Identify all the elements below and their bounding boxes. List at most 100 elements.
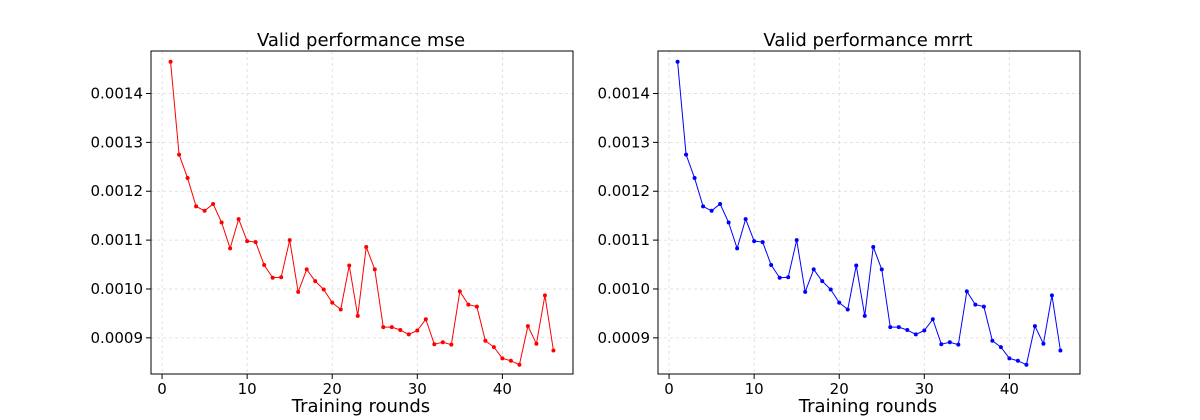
data-point xyxy=(743,217,748,222)
data-point xyxy=(415,328,420,333)
data-point xyxy=(168,59,173,64)
data-point xyxy=(981,304,986,309)
chart-title: Valid performance mrrt xyxy=(763,30,972,51)
data-point xyxy=(364,244,369,249)
data-point xyxy=(752,239,757,244)
y-tick-label: 0.0012 xyxy=(91,182,144,200)
data-point xyxy=(270,275,275,280)
data-point xyxy=(347,263,352,268)
y-tick-label: 0.0011 xyxy=(91,231,144,249)
data-point xyxy=(500,356,505,361)
data-point xyxy=(262,263,267,268)
data-point xyxy=(777,275,782,280)
data-point xyxy=(381,325,386,330)
data-point xyxy=(1024,362,1029,367)
data-point xyxy=(279,275,284,280)
data-point xyxy=(406,332,411,337)
y-tick-label: 0.0012 xyxy=(598,182,651,200)
data-point xyxy=(551,348,556,353)
data-point xyxy=(287,238,292,243)
data-point xyxy=(491,345,496,350)
series-line xyxy=(677,61,1061,366)
chart-mse: Valid performance mse 0 10 20 30 40 0.0009 0.0… xyxy=(91,30,574,417)
data-point xyxy=(423,317,428,322)
data-point xyxy=(675,59,680,64)
data-point xyxy=(1032,324,1037,329)
data-point xyxy=(701,204,706,209)
data-point xyxy=(313,279,318,284)
data-point xyxy=(1015,358,1020,363)
data-point xyxy=(820,279,825,284)
data-point xyxy=(432,342,437,347)
data-point xyxy=(517,362,522,367)
data-point xyxy=(542,293,547,298)
y-tick-label: 0.0009 xyxy=(598,329,651,347)
data-point xyxy=(194,204,199,209)
data-point xyxy=(457,289,462,294)
chart-title: Valid performance mse xyxy=(257,30,465,51)
data-point xyxy=(508,358,513,363)
data-point xyxy=(1049,293,1054,298)
data-point xyxy=(398,328,403,333)
y-tick-label: 0.0013 xyxy=(91,133,144,151)
y-tick-label: 0.0014 xyxy=(91,85,144,103)
data-point xyxy=(947,340,952,345)
data-point xyxy=(474,304,479,309)
x-tick-label: 30 xyxy=(915,380,934,398)
data-point xyxy=(803,289,808,294)
data-point xyxy=(440,340,445,345)
data-point xyxy=(338,307,343,312)
data-point xyxy=(896,325,901,330)
data-point xyxy=(726,220,731,225)
data-point xyxy=(973,302,978,307)
data-point xyxy=(930,317,935,322)
data-point xyxy=(684,152,689,157)
data-point xyxy=(321,287,326,292)
data-point xyxy=(330,300,335,305)
y-tick-label: 0.0009 xyxy=(91,329,144,347)
x-tick-label: 20 xyxy=(830,380,849,398)
data-point xyxy=(372,267,377,272)
data-point xyxy=(718,201,723,206)
data-point xyxy=(913,332,918,337)
data-point xyxy=(871,244,876,249)
x-axis-label: Training rounds xyxy=(291,396,430,417)
data-point xyxy=(828,287,833,292)
data-point xyxy=(964,289,969,294)
data-point xyxy=(483,338,488,343)
y-tick-label: 0.0013 xyxy=(598,133,651,151)
x-tick-label: 0 xyxy=(664,380,674,398)
data-point xyxy=(296,289,301,294)
data-point xyxy=(709,208,714,213)
data-point xyxy=(862,313,867,318)
x-tick-label: 20 xyxy=(323,380,342,398)
data-point xyxy=(735,246,740,251)
series-line xyxy=(170,61,554,366)
data-point xyxy=(449,342,454,347)
data-point xyxy=(990,338,995,343)
x-tick-label: 40 xyxy=(493,380,512,398)
data-point xyxy=(769,263,774,268)
data-point xyxy=(786,275,791,280)
data-point xyxy=(854,263,859,268)
x-tick-label: 10 xyxy=(238,380,257,398)
data-point xyxy=(304,267,309,272)
x-tick-label: 40 xyxy=(1000,380,1019,398)
data-point xyxy=(211,201,216,206)
x-axis-label: Training rounds xyxy=(798,396,937,417)
data-point xyxy=(236,217,241,222)
x-tick-label: 0 xyxy=(157,380,167,398)
data-point xyxy=(692,176,697,181)
data-point xyxy=(202,208,207,213)
data-point xyxy=(837,300,842,305)
data-point xyxy=(355,313,360,318)
data-point xyxy=(466,302,471,307)
chart-mrrt: Valid performance mrrt 0 10 20 30 40 0.0009 0.… xyxy=(598,30,1081,417)
data-point xyxy=(177,152,182,157)
data-point xyxy=(228,246,233,251)
data-point xyxy=(998,345,1003,350)
y-tick-label: 0.0014 xyxy=(598,85,651,103)
plot-frame xyxy=(657,50,1081,375)
y-tick-label: 0.0011 xyxy=(598,231,651,249)
